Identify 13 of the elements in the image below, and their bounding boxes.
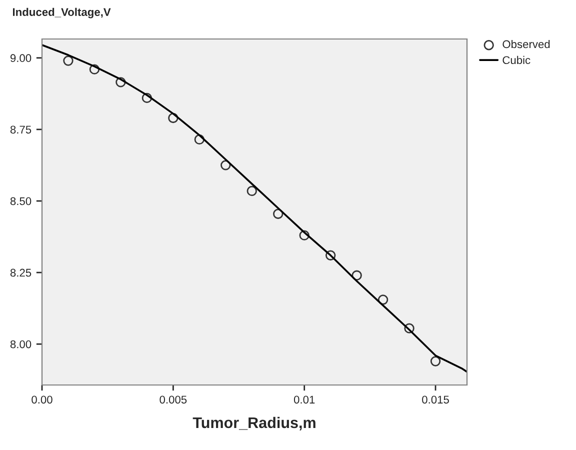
- x-tick-label: 0.005: [160, 396, 187, 404]
- y-tick-label: 8.25: [10, 268, 32, 277]
- y-tick-label: 8.50: [10, 197, 32, 206]
- legend-label: Cubic: [502, 56, 530, 64]
- x-tick-label: 0.015: [422, 396, 449, 404]
- x-tick-label: 0.00: [32, 396, 52, 404]
- legend-label: Observed: [502, 40, 550, 48]
- y-tick-label: 8.75: [10, 126, 32, 134]
- x-tick-label: 0.01: [294, 396, 315, 404]
- y-tick-label: 9.00: [10, 54, 32, 62]
- x-axis-title: Tumor_Radius,m: [192, 416, 316, 430]
- y-axis-title: Induced_Voltage,V: [12, 8, 111, 18]
- y-tick-label: 8.00: [10, 340, 32, 348]
